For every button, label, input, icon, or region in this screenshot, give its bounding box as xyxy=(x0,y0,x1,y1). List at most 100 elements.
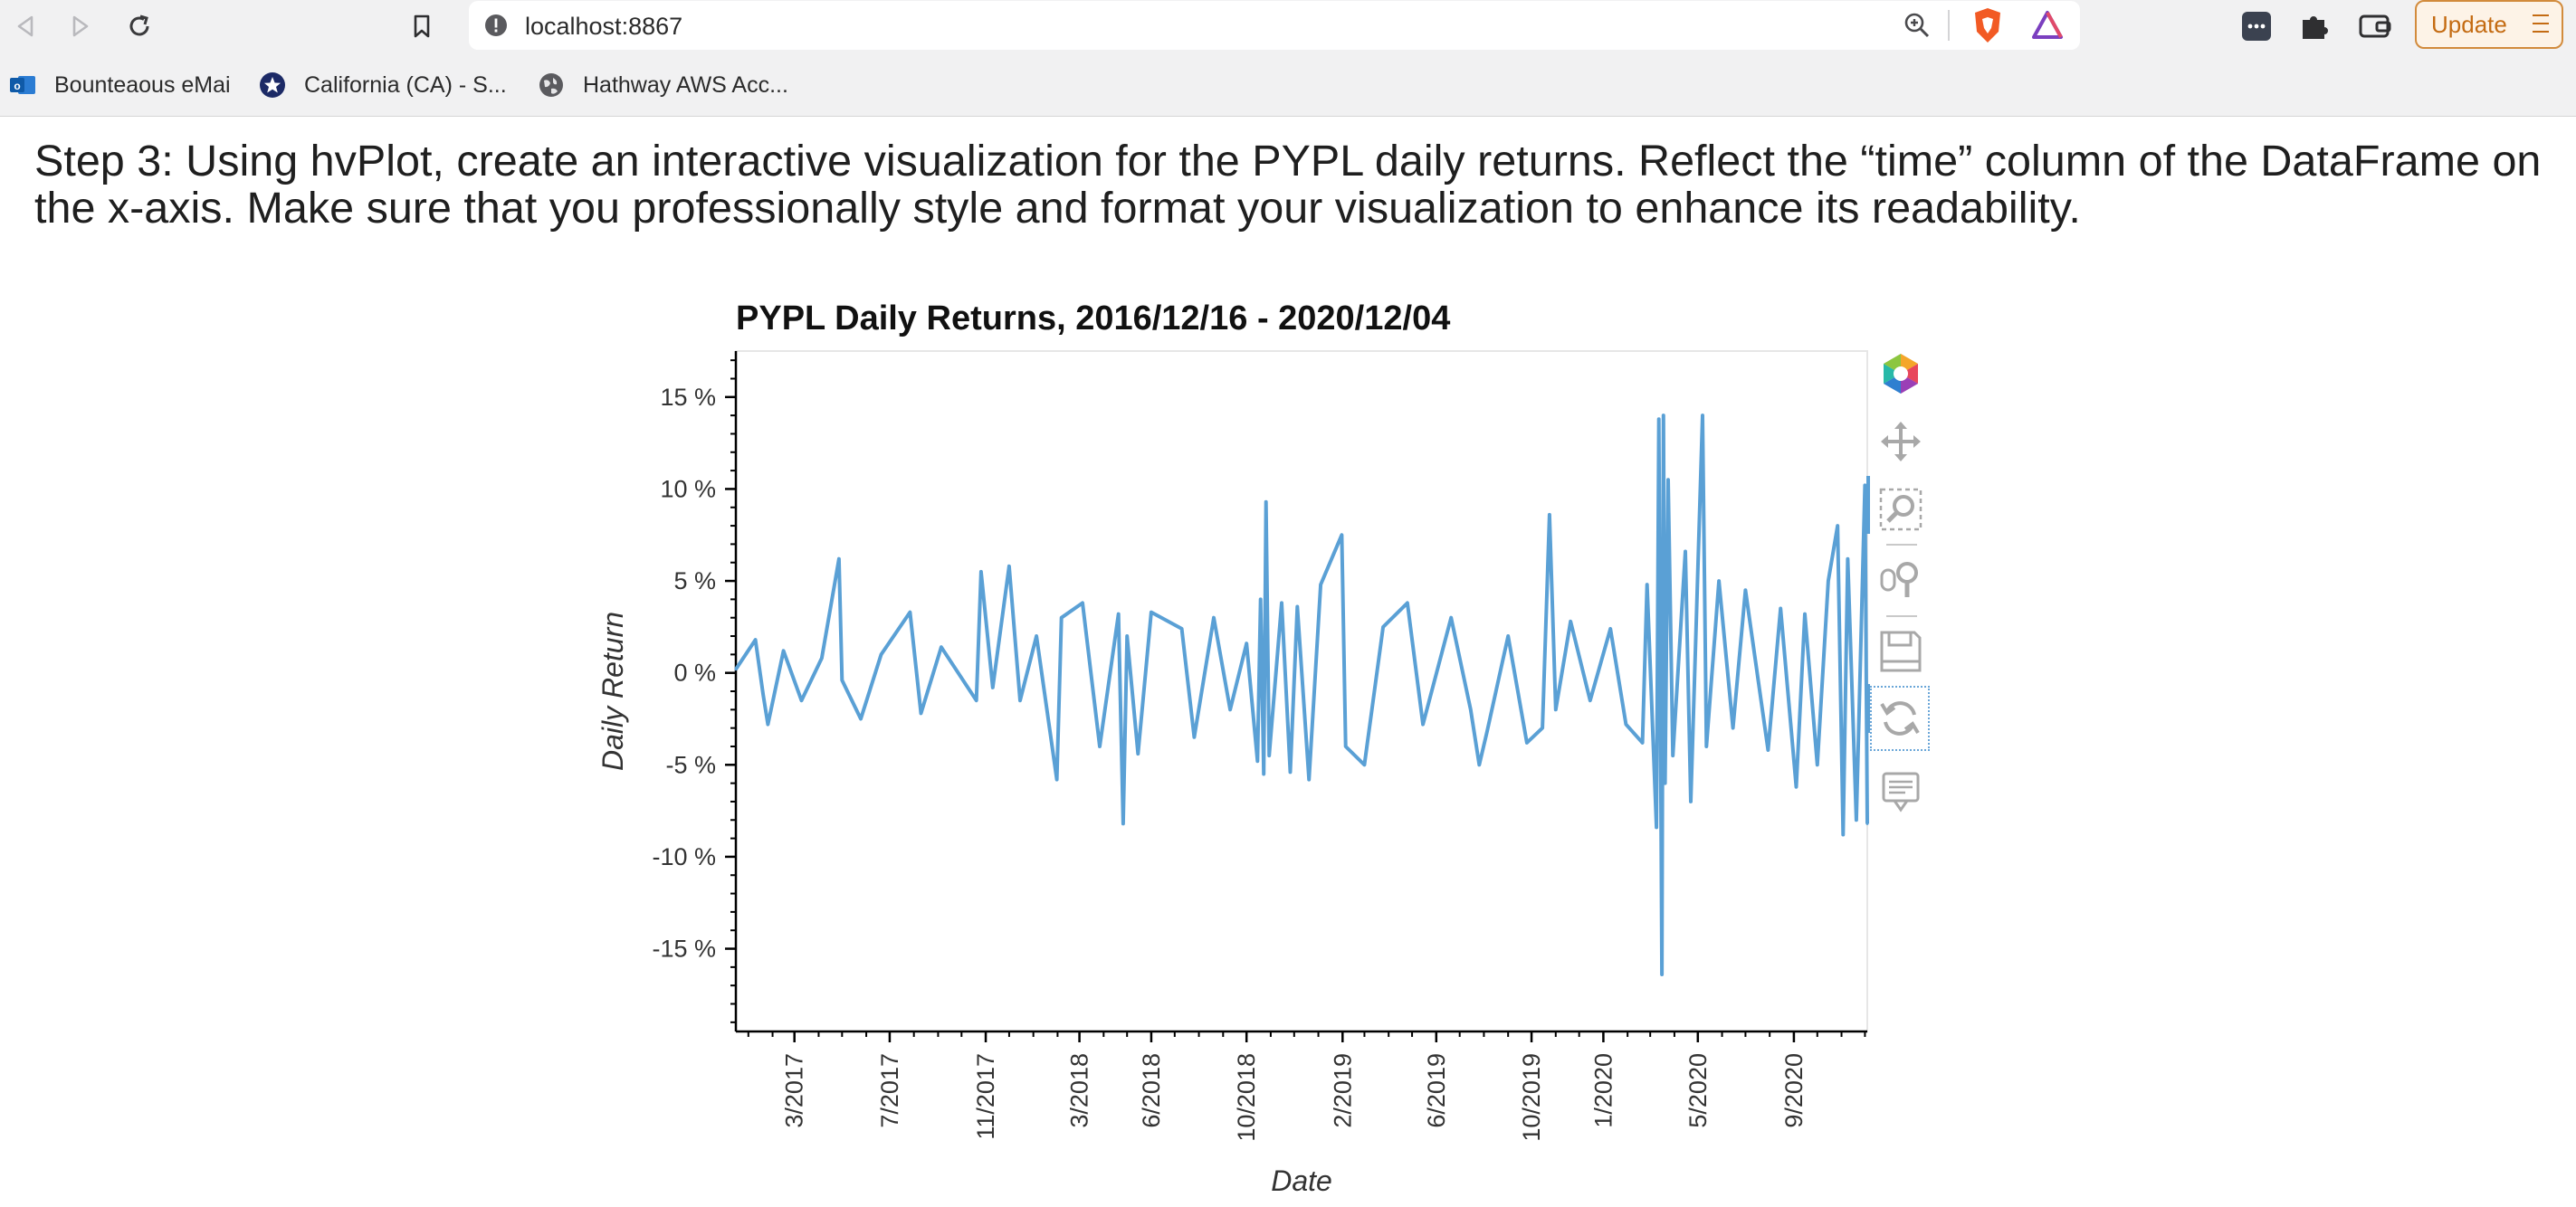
daily-return-point xyxy=(1855,818,1858,822)
bookmark-icon xyxy=(414,14,430,38)
daily-return-point xyxy=(975,699,978,702)
daily-return-point xyxy=(1125,634,1129,638)
extensions-puzzle-icon[interactable] xyxy=(2299,11,2330,46)
daily-return-point xyxy=(1485,730,1489,734)
daily-return-point xyxy=(1836,524,1839,527)
bookmark-label: Bounteaous eMai xyxy=(54,71,231,98)
brave-shields-icon[interactable] xyxy=(1971,6,2004,49)
step-heading: Step 3: Using hvPlot, create an interact… xyxy=(34,137,2542,233)
daily-return-point xyxy=(1007,565,1011,568)
star-badge-icon xyxy=(259,71,286,99)
daily-return-point xyxy=(766,723,769,727)
daily-return-point xyxy=(1662,413,1665,417)
x-axis-label: Date xyxy=(1271,1164,1332,1197)
wallet-icon[interactable] xyxy=(2359,13,2391,44)
reset-tool-icon[interactable] xyxy=(1870,686,1930,751)
daily-return-point xyxy=(1055,778,1059,782)
daily-return-point xyxy=(1264,500,1268,504)
daily-return-point xyxy=(1381,625,1385,629)
y-tick-label: -10 % xyxy=(652,843,716,870)
reload-button[interactable] xyxy=(119,7,159,45)
daily-return-point xyxy=(1255,759,1259,763)
daily-return-point xyxy=(1827,579,1830,583)
daily-return-point xyxy=(1794,785,1798,789)
y-tick-label: 0 % xyxy=(673,660,716,687)
daily-return-point xyxy=(1344,745,1348,748)
box-zoom-tool-icon[interactable] xyxy=(1875,484,1926,535)
wheel-zoom-tool-icon[interactable] xyxy=(1875,555,1926,605)
daily-return-point xyxy=(1641,741,1645,745)
update-label: Update xyxy=(2431,10,2507,38)
bookmark-item-bounteaous[interactable]: o Bounteaous eMai xyxy=(9,69,231,101)
update-button[interactable]: Update xyxy=(2415,0,2563,49)
daily-return-point xyxy=(1098,745,1102,748)
x-tick-label: 9/2020 xyxy=(1780,1053,1808,1128)
daily-returns-chart[interactable]: PYPL Daily Returns, 2016/12/16 - 2020/12… xyxy=(0,271,2576,1207)
x-axis: 3/2017 7/2017 11/2017 3/2018 6/2018 10/2018 2/… xyxy=(736,1030,1867,1142)
daily-return-point xyxy=(1228,708,1232,711)
daily-return-point xyxy=(1655,825,1658,829)
daily-return-point xyxy=(1449,616,1453,620)
svg-text:o: o xyxy=(14,80,20,92)
zoom-icon[interactable] xyxy=(1903,11,1932,44)
daily-return-point xyxy=(1743,588,1747,592)
daily-return-point xyxy=(991,686,995,689)
daily-return-point xyxy=(1340,533,1343,537)
bokeh-logo-icon[interactable] xyxy=(1875,348,1926,399)
daily-return-point xyxy=(1245,642,1248,645)
daily-return-point xyxy=(1589,699,1592,702)
extension-menu-icon[interactable] xyxy=(2241,11,2272,46)
y-tick-label: 10 % xyxy=(660,475,716,502)
daily-return-point xyxy=(1701,413,1704,417)
pan-tool-icon[interactable] xyxy=(1875,416,1926,467)
back-button[interactable] xyxy=(5,7,45,45)
hamburger-menu-icon xyxy=(2533,14,2549,39)
globe-icon xyxy=(538,71,565,99)
site-info-icon[interactable] xyxy=(483,13,509,38)
address-bar[interactable]: localhost:8867 xyxy=(469,1,2080,50)
daily-return-point xyxy=(761,693,765,697)
bookmark-item-california[interactable]: California (CA) - S... xyxy=(259,69,507,101)
daily-return-point xyxy=(1362,763,1366,766)
x-tick-label: 6/2019 xyxy=(1423,1053,1450,1128)
daily-return-point xyxy=(1295,605,1299,609)
daily-return-point xyxy=(1684,550,1687,554)
x-tick-label: 10/2018 xyxy=(1233,1053,1260,1142)
save-tool-icon[interactable] xyxy=(1875,626,1926,677)
y-tick-label: -5 % xyxy=(665,751,716,778)
y-axis-label: Daily Return xyxy=(596,612,629,771)
daily-return-point xyxy=(754,638,758,642)
daily-return-point xyxy=(837,557,841,561)
daily-return-point xyxy=(1732,727,1735,730)
daily-return-point xyxy=(1421,723,1425,727)
bookmark-page-button[interactable] xyxy=(402,7,442,45)
back-arrow-icon xyxy=(17,15,33,37)
url-text[interactable]: localhost:8867 xyxy=(525,13,683,40)
daily-return-point xyxy=(908,611,911,614)
daily-return-point xyxy=(1816,763,1819,766)
daily-return-point xyxy=(1035,634,1038,638)
x-tick-label: 3/2017 xyxy=(781,1053,808,1128)
forward-button[interactable] xyxy=(61,7,100,45)
daily-return-point xyxy=(1319,583,1322,586)
brave-rewards-icon[interactable] xyxy=(2031,10,2064,45)
daily-return-point xyxy=(1477,763,1481,766)
daily-return-point xyxy=(1541,727,1544,730)
daily-return-point xyxy=(1288,770,1292,774)
chart-container: PYPL Daily Returns, 2016/12/16 - 2020/12… xyxy=(0,271,2576,1207)
daily-return-point xyxy=(1406,601,1409,604)
bookmark-label: California (CA) - S... xyxy=(304,71,507,98)
daily-return-point xyxy=(1569,620,1572,623)
y-tick-label: 15 % xyxy=(660,384,716,411)
toolbar-divider xyxy=(1886,544,1917,546)
hover-tool-icon[interactable] xyxy=(1875,765,1926,816)
x-tick-label: 1/2020 xyxy=(1589,1053,1617,1128)
daily-return-point xyxy=(1259,597,1263,601)
bookmarks-bar: o Bounteaous eMai California (CA) - S...… xyxy=(0,52,2576,117)
daily-return-point xyxy=(782,649,786,652)
daily-return-point xyxy=(1660,973,1664,976)
daily-return-point xyxy=(1525,741,1529,745)
daily-return-point xyxy=(1117,613,1121,616)
bookmark-item-hathway[interactable]: Hathway AWS Acc... xyxy=(538,69,788,101)
x-tick-label: 5/2020 xyxy=(1684,1053,1712,1128)
